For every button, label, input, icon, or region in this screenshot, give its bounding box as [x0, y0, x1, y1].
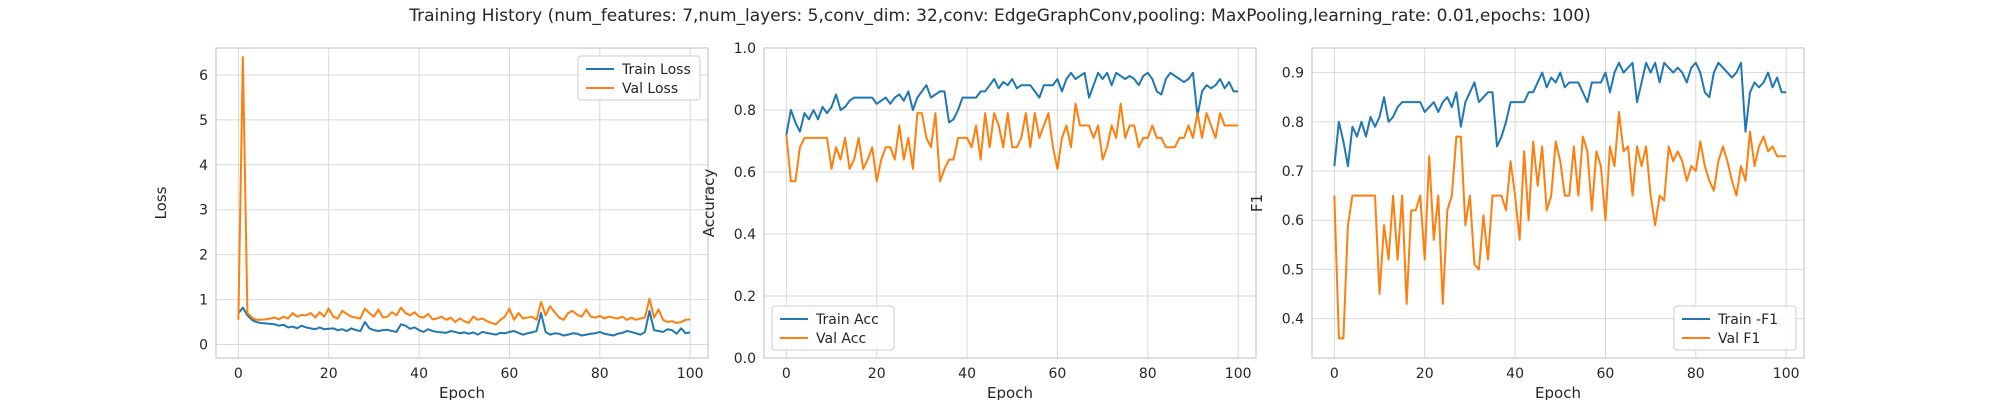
accuracy-x-tick-label: 80 [1139, 366, 1157, 382]
loss-axes-frame [215, 47, 709, 359]
accuracy-y-tick-label: 0.6 [734, 165, 756, 181]
loss-series-line-val [237, 55, 691, 326]
accuracy-y-tick-label: 1.0 [734, 41, 756, 57]
f1-series-line-val [1333, 110, 1787, 340]
f1-x-tick-label: 40 [1506, 366, 1524, 382]
loss-x-tick-label: 80 [591, 366, 609, 382]
accuracy-y-tick-label: 0.4 [734, 227, 756, 243]
f1-x-tick-label: 80 [1687, 366, 1705, 382]
accuracy-legend-entry: Val Acc [816, 331, 866, 347]
loss-y-tick-label: 5 [199, 113, 208, 129]
figure-title: Training History (num_features: 7,num_la… [408, 6, 1591, 26]
accuracy-x-tick-label: 40 [958, 366, 976, 382]
loss-y-tick-label: 3 [199, 203, 208, 219]
f1-y-tick-label: 0.6 [1282, 213, 1304, 229]
loss-y-tick-label: 0 [199, 338, 208, 354]
f1-legend: Train -F1 Val F1 [1673, 305, 1797, 351]
loss-x-tick-label: 60 [501, 366, 519, 382]
f1-legend-entry: Train -F1 [1717, 312, 1778, 328]
loss-x-tick-label: 100 [677, 366, 704, 382]
accuracy-x-tick-label: 0 [782, 366, 791, 382]
f1-chart: 0 20 40 60 80 100 0.4 0.5 0.6 0.7 0.8 0.9 Epoch F1 Tra… [1248, 47, 1805, 400]
f1-x-axis-label: Epoch [1535, 384, 1581, 400]
loss-legend-entry: Train Loss [621, 62, 691, 78]
f1-y-tick-label: 0.7 [1282, 164, 1304, 180]
loss-y-tick-label: 4 [199, 158, 208, 174]
f1-axes-frame [1311, 47, 1805, 359]
accuracy-legend-entry: Train Acc [815, 312, 879, 328]
loss-x-axis-label: Epoch [439, 384, 485, 400]
loss-x-tick-label: 40 [410, 366, 428, 382]
accuracy-legend: Train Acc Val Acc [771, 305, 895, 351]
loss-y-axis-label: Loss [152, 186, 170, 219]
accuracy-x-tick-label: 100 [1225, 366, 1252, 382]
accuracy-x-tick-label: 60 [1049, 366, 1067, 382]
loss-x-tick-label: 20 [320, 366, 338, 382]
loss-y-tick-label: 6 [199, 68, 208, 84]
accuracy-y-tick-label: 0.0 [734, 351, 756, 367]
f1-y-tick-label: 0.9 [1282, 66, 1304, 82]
accuracy-y-tick-label: 0.2 [734, 289, 756, 305]
f1-x-tick-label: 20 [1416, 366, 1434, 382]
loss-legend-entry: Val Loss [622, 81, 678, 97]
f1-y-axis-label: F1 [1248, 194, 1266, 212]
accuracy-series-line-val [785, 102, 1239, 183]
f1-y-tick-label: 0.5 [1282, 262, 1304, 278]
accuracy-x-axis-label: Epoch [987, 384, 1033, 400]
f1-legend-entry: Val F1 [1718, 331, 1760, 347]
loss-series-line-train [237, 306, 691, 337]
accuracy-axes-frame [763, 47, 1257, 359]
loss-x-tick-label: 0 [234, 366, 243, 382]
f1-y-tick-label: 0.8 [1282, 115, 1304, 131]
accuracy-x-tick-label: 20 [868, 366, 886, 382]
f1-x-tick-label: 0 [1330, 366, 1339, 382]
accuracy-chart: 0 20 40 60 80 100 0.0 0.2 0.4 0.6 0.8 1.0 Epoch Accur… [700, 41, 1257, 400]
loss-y-tick-label: 2 [199, 248, 208, 264]
f1-series-line-train [1333, 61, 1787, 168]
loss-y-tick-label: 1 [199, 293, 208, 309]
accuracy-y-tick-label: 0.8 [734, 103, 756, 119]
accuracy-series-line-train [785, 71, 1239, 135]
loss-chart: 0 20 40 60 80 100 0 1 2 3 4 5 6 Epoch Loss Train Loss Va… [152, 47, 709, 400]
f1-x-tick-label: 100 [1773, 366, 1800, 382]
loss-legend: Train Loss Val Loss [577, 55, 701, 101]
f1-x-tick-label: 60 [1597, 366, 1615, 382]
accuracy-y-axis-label: Accuracy [700, 169, 718, 238]
f1-y-tick-label: 0.4 [1282, 312, 1304, 328]
